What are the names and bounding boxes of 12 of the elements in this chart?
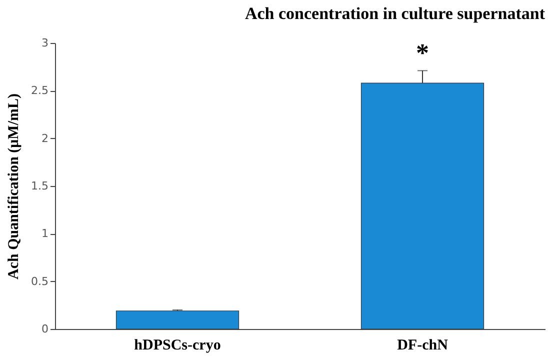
- y-axis-title: Ach Quantification (μM/mL): [6, 94, 22, 280]
- y-tick-label: 1: [42, 227, 48, 240]
- chart-title: Ach concentration in culture supernatant: [244, 4, 546, 23]
- y-tick-label: 3: [42, 36, 48, 50]
- x-tick-label: DF-chN: [397, 338, 448, 354]
- y-tick-label: 1.5: [31, 180, 48, 192]
- x-tick-label: hDPSCs-cryo: [134, 338, 221, 354]
- y-tick-label: 0.5: [31, 274, 48, 288]
- y-tick-label: 2: [42, 132, 48, 145]
- y-tick-label: 2.5: [31, 84, 48, 98]
- y-tick-label: 0: [42, 322, 48, 336]
- annotation: *: [416, 38, 429, 68]
